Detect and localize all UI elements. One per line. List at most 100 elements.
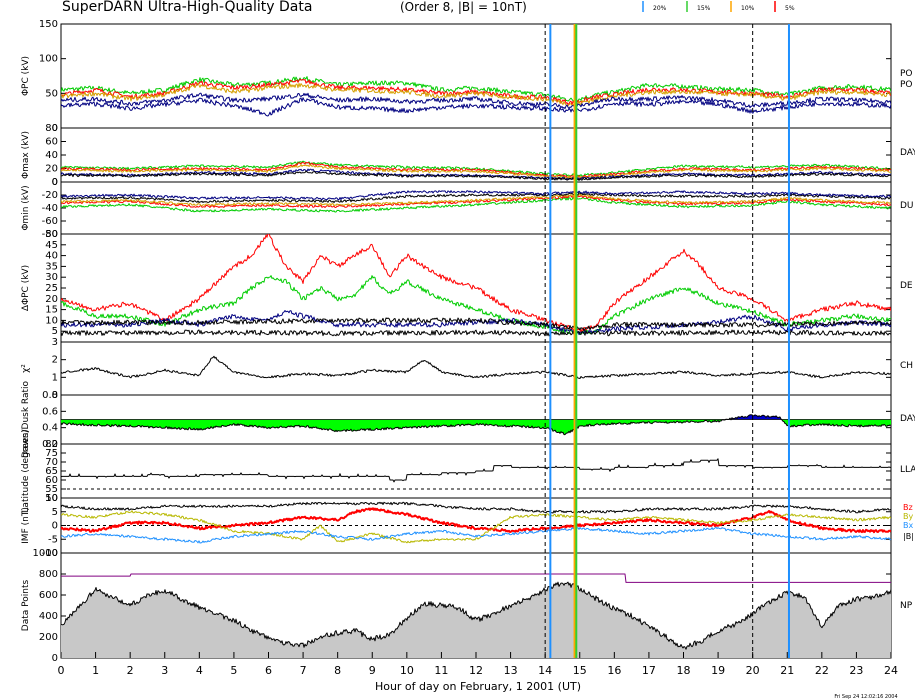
x-tick-label: 6 [265, 664, 272, 677]
panel-plot-area [61, 160, 891, 181]
y-tick-label: 80 [45, 439, 58, 450]
x-tick-label: 21 [780, 664, 794, 677]
y-tick-label: 35 [45, 261, 58, 272]
panel-ylabel: ΔΦPC (kV) [21, 265, 31, 311]
panel-plot-area [61, 234, 891, 337]
y-tick-label: 60 [45, 137, 58, 148]
figure-subtitle: (Order 8, |B| = 10nT) [400, 0, 527, 14]
x-axis-label: Hour of day on February, 1 2001 (UT) [375, 680, 581, 693]
y-tick-label: 2 [52, 355, 58, 366]
x-tick-label: 14 [538, 664, 552, 677]
x-tick-label: 23 [849, 664, 863, 677]
panel-max: 0 20 40 60 80 Φmax (kV) [21, 123, 892, 188]
legend-label: 15% [697, 5, 711, 12]
right-label-data: NP [900, 601, 913, 611]
right-label-imf-bx: Bx [903, 521, 913, 530]
y-tick-label: 1 [52, 372, 58, 383]
panel-ylabel: Data Points [21, 579, 31, 631]
x-tick-label: 4 [196, 664, 203, 677]
x-tick-label: 10 [400, 664, 414, 677]
header: SuperDARN Ultra-High-Quality Data (Order… [62, 0, 795, 15]
panel-ylabel: Φmax (kV) [21, 131, 31, 179]
x-tick-label: 19 [711, 664, 725, 677]
x-tick-label: 24 [884, 664, 898, 677]
legend: 20% 15% 10% 5% [642, 1, 795, 12]
y-tick-label: 600 [39, 590, 58, 601]
right-label-imf: |B| [903, 532, 914, 541]
panel-plot-area [61, 573, 891, 658]
x-tick-label: 20 [746, 664, 760, 677]
x-tick-label: 11 [434, 664, 448, 677]
y-tick-label: 65 [45, 466, 58, 477]
right-label-max: DAY [900, 148, 915, 158]
panel-ylabel: Φmin (kV) [21, 185, 31, 230]
x-tick-label: 9 [369, 664, 376, 677]
x-axis: 0 1 2 3 4 5 6 7 8 9 10 11 12 13 14 15 16 17 18 19 20 21 22 23 24 [58, 652, 898, 677]
series-line [61, 192, 891, 204]
series-line [61, 573, 891, 583]
y-tick-label: 20 [45, 294, 58, 305]
panel-ylabel: Dawn/Dusk Ratio [21, 380, 31, 458]
y-tick-label: 0 [52, 177, 58, 188]
y-tick-label: -5 [48, 534, 58, 545]
panel-data: 0 200 400 600 800 1000 Data Points [21, 548, 892, 664]
y-tick-label: 40 [45, 150, 58, 161]
right-label-chi: CH [900, 361, 913, 371]
y-tick-label: 400 [39, 611, 58, 622]
series-line [61, 170, 891, 181]
series-line [61, 168, 891, 181]
y-tick-label: 50 [45, 493, 58, 504]
y-tick-label: 0.4 [42, 423, 58, 434]
panel-plot-area [61, 458, 891, 490]
vertical-markers [544, 24, 790, 658]
series-line [61, 82, 891, 107]
series-line [61, 355, 891, 379]
y-tick-label: 150 [39, 19, 58, 30]
right-label-pc-2: PO [900, 80, 913, 90]
series-line-by [61, 510, 891, 544]
x-tick-label: 22 [815, 664, 829, 677]
x-tick-label: 3 [161, 664, 168, 677]
x-tick-label: 15 [573, 664, 587, 677]
y-tick-label: 0 [52, 521, 58, 532]
y-tick-label: 50 [45, 88, 58, 99]
y-tick-label: -40 [42, 203, 58, 214]
series-line [61, 163, 891, 179]
y-tick-label: -80 [42, 229, 58, 240]
ratio-fill-below [61, 419, 891, 435]
y-tick-label: 100 [39, 54, 58, 65]
series-line [61, 414, 891, 436]
x-tick-label: 18 [677, 664, 691, 677]
panel-min: -80 -60 -40 -20 0 Φmin (kV) [21, 177, 892, 240]
series-line-bx [61, 526, 891, 544]
y-tick-label: 10 [45, 493, 58, 504]
series-line [61, 317, 891, 332]
legend-label: 20% [653, 5, 667, 12]
right-label-imf-by: By [903, 512, 913, 521]
y-tick-label: -10 [42, 548, 58, 559]
series-line-bz [61, 507, 891, 534]
series-line [61, 97, 891, 117]
series-line [61, 329, 891, 337]
x-tick-label: 16 [607, 664, 621, 677]
right-label-lat: LLA [900, 465, 915, 475]
y-tick-label: 200 [39, 632, 58, 643]
y-tick-label: 0 [52, 390, 58, 401]
series-fill [61, 582, 891, 658]
x-tick-label: 12 [469, 664, 483, 677]
series-line [61, 458, 891, 483]
y-tick-label: 80 [45, 123, 58, 134]
y-tick-label: 40 [45, 251, 58, 262]
panel-frame [60, 181, 892, 235]
figure-title: SuperDARN Ultra-High-Quality Data [62, 0, 312, 15]
y-tick-label: 0.8 [42, 390, 58, 401]
legend-label: 10% [741, 5, 755, 12]
y-tick-label: 70 [45, 457, 58, 468]
panel-plot-area [61, 76, 891, 117]
series-line [61, 92, 891, 110]
series-line-b [61, 501, 891, 514]
panel-frame [60, 23, 892, 129]
